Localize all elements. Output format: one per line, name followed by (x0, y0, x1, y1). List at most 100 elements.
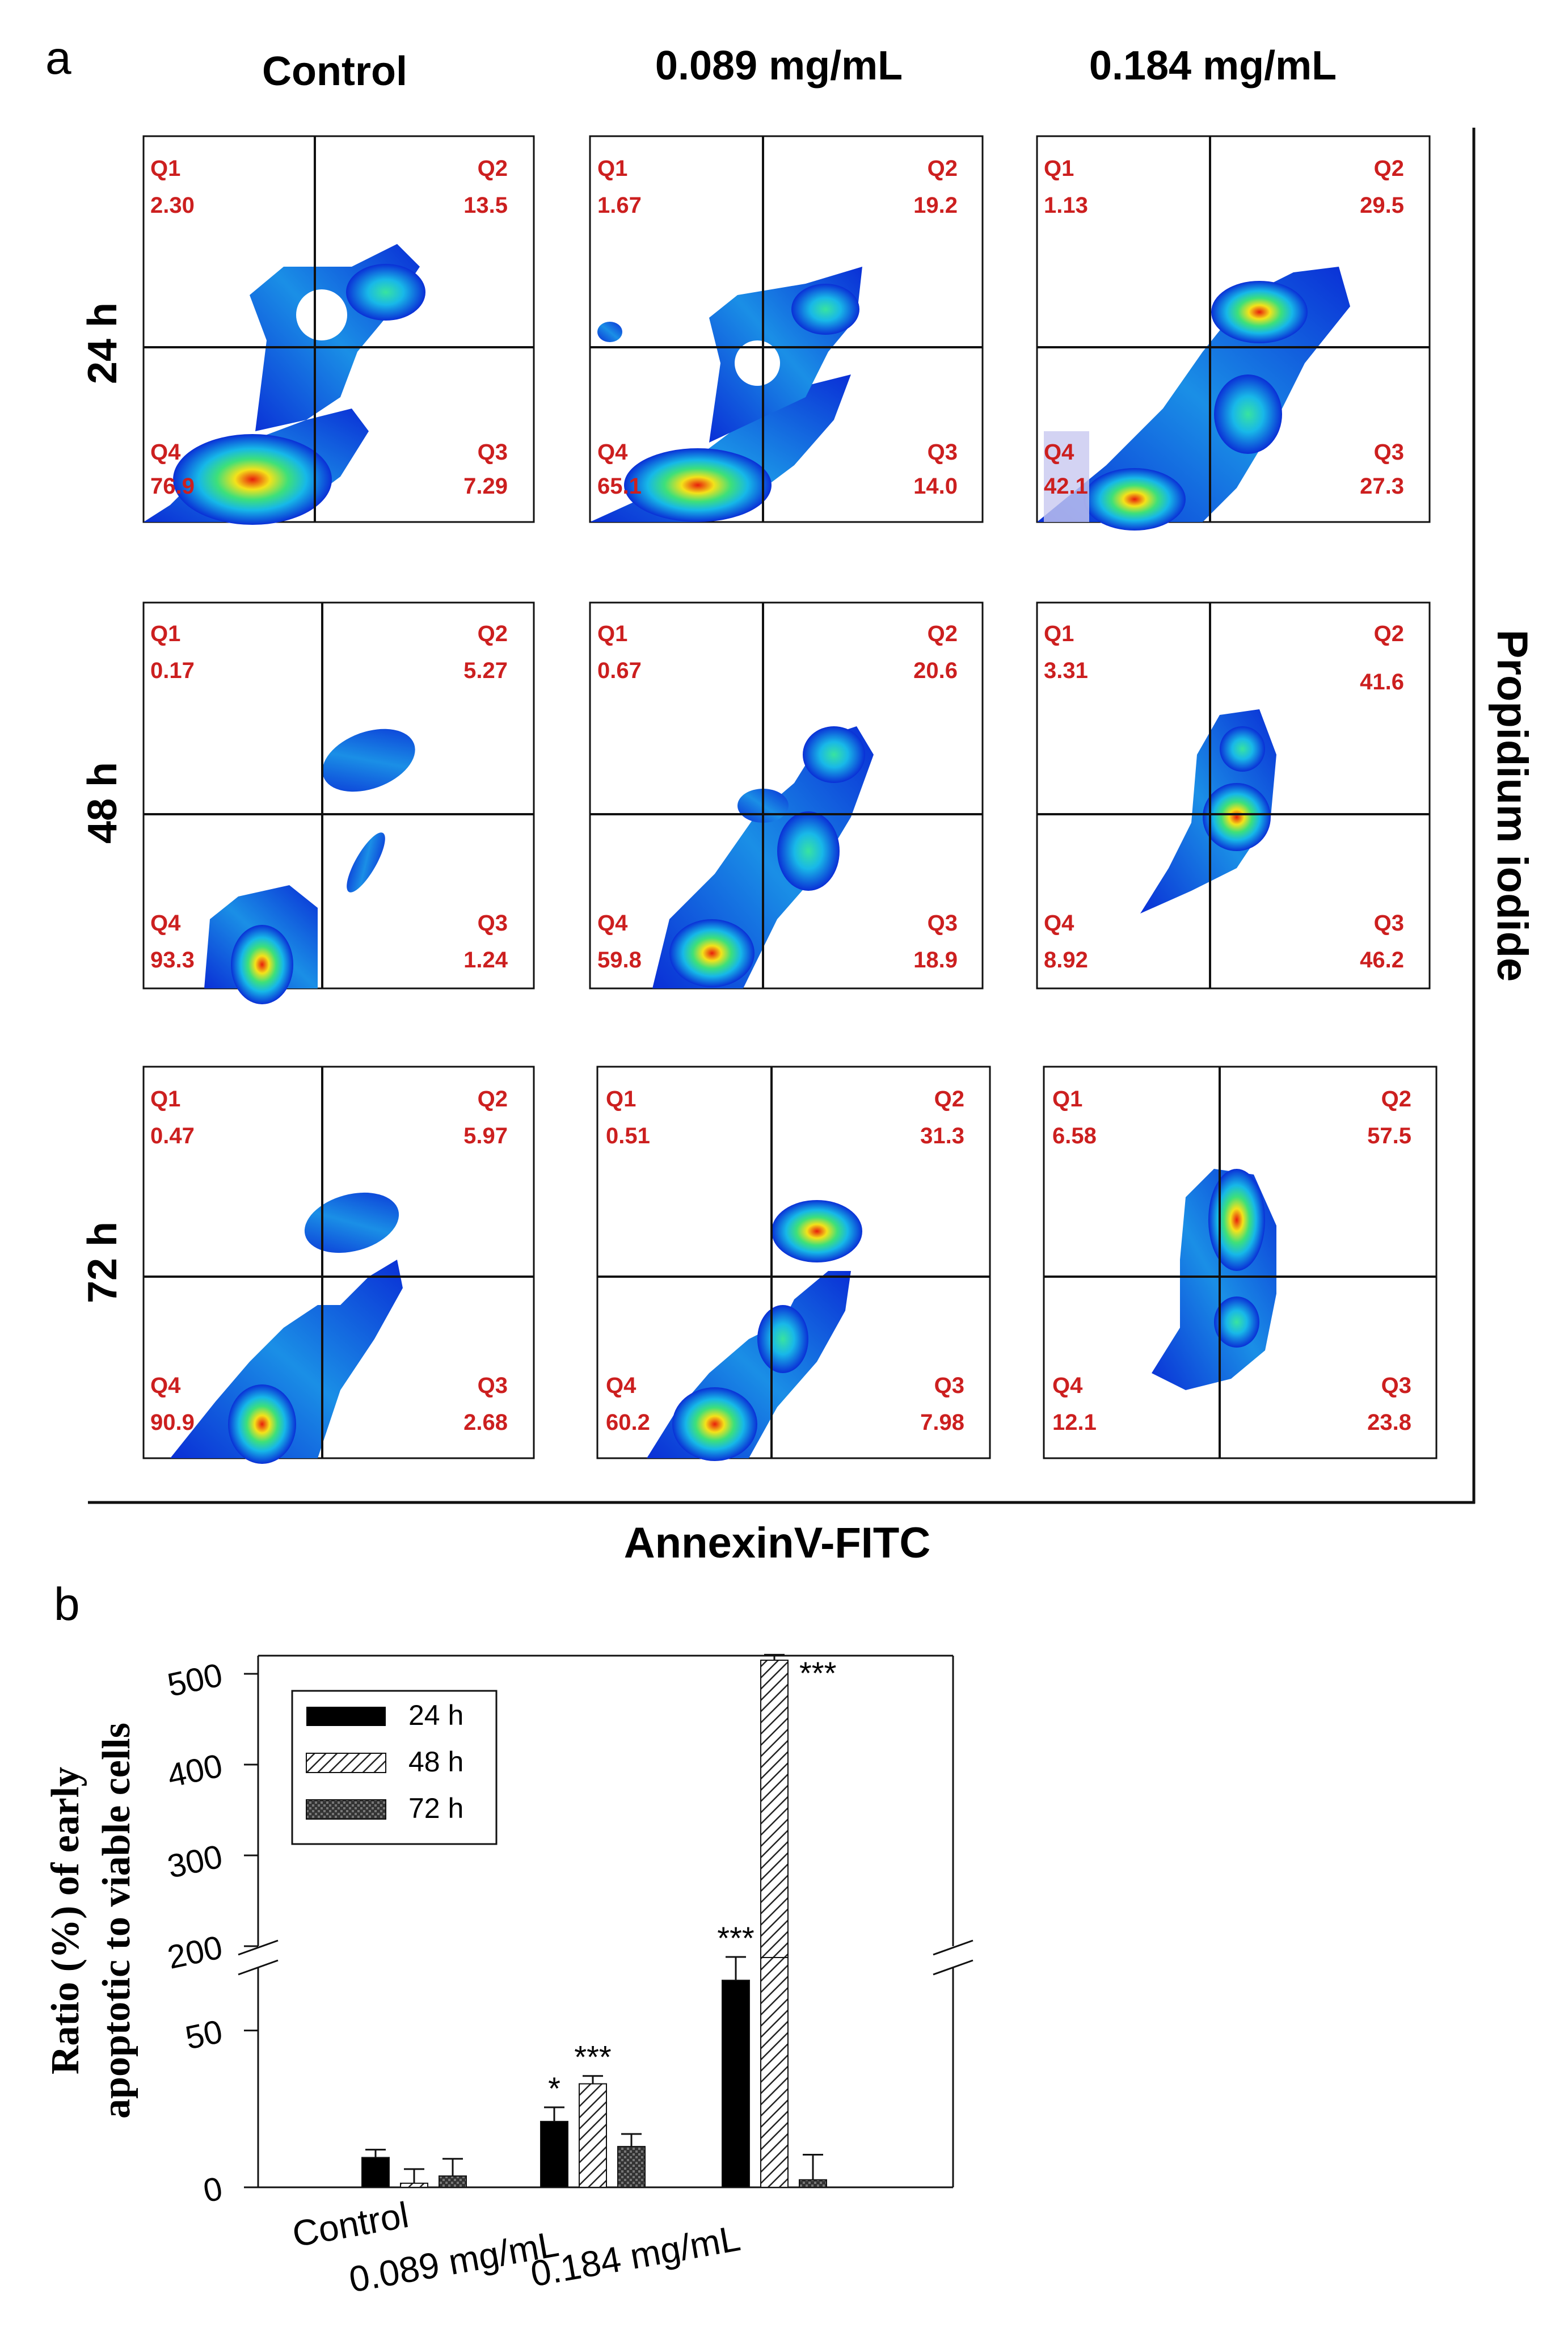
quadrant-value: 93.3 (150, 948, 195, 973)
flow-plot-24h-0089: Q1 1.67 Q2 19.2 Q4 65.1 Q3 14.0 (589, 135, 984, 523)
quadrant-label: Q2 (1381, 1087, 1411, 1112)
bar (760, 1956, 789, 2188)
flow-plot-72h-0184: Q1 6.58 Q2 57.5 Q4 12.1 Q3 23.8 (1043, 1066, 1438, 1459)
flow-plot-48h-0089: Q1 0.67 Q2 20.6 Q4 59.8 Q3 18.9 (589, 601, 984, 990)
quadrant-label: Q3 (934, 1373, 964, 1398)
axis-break-left (238, 1939, 279, 1976)
quadrant-value: 57.5 (1367, 1123, 1411, 1148)
bar (540, 2120, 568, 2188)
quadrant-label: Q3 (478, 1373, 508, 1398)
quadrant-value: 14.0 (913, 474, 958, 499)
quadrant-label: Q1 (597, 621, 627, 646)
quadrant-value: 1.13 (1044, 193, 1088, 218)
significance-marker: *** (574, 2039, 611, 2075)
legend-label: 72 h (408, 1792, 463, 1824)
quadrant-label: Q3 (478, 440, 508, 465)
quadrant-value: 8.92 (1044, 948, 1088, 973)
quadrant-label: Q2 (1374, 621, 1404, 646)
y-axis-label-line2: apoptotic to viable cells (95, 1723, 138, 2119)
quadrant-label: Q1 (150, 156, 180, 181)
density-cloud (590, 267, 862, 522)
quadrant-label: Q4 (150, 911, 181, 936)
y-tick-label: 400 (165, 1747, 226, 1795)
column-header: 0.184 mg/mL (1089, 43, 1337, 89)
density-cloud (1152, 1169, 1276, 1390)
quadrant-label: Q2 (478, 1087, 508, 1112)
legend: 24 h 48 h 72 h (291, 1690, 498, 1845)
quadrant-label: Q3 (928, 911, 958, 936)
bar (722, 1980, 750, 2188)
quadrant-value: 0.17 (150, 658, 195, 683)
y-ticks: 0 50 200 300 400 500 (165, 1656, 258, 2209)
legend-swatch-72h (306, 1799, 386, 1820)
density-cloud (204, 729, 415, 1004)
legend-swatch-48h (306, 1753, 386, 1773)
bar (400, 2182, 428, 2188)
legend-label: 24 h (408, 1699, 463, 1731)
quadrant-value: 23.8 (1367, 1410, 1411, 1435)
row-header: 48 h (80, 762, 125, 844)
quadrant-value: 59.8 (597, 948, 642, 973)
panel-b-label: b (54, 1578, 80, 1630)
quadrant-value: 0.67 (597, 658, 642, 683)
quadrant-label: Q4 (597, 911, 628, 936)
y-tick-label: 200 (165, 1929, 226, 1976)
quadrant-label: Q4 (606, 1373, 637, 1398)
quadrant-value: 5.27 (463, 658, 508, 683)
bar (579, 2083, 607, 2188)
bar (760, 1660, 789, 1958)
quadrant-label: Q2 (1374, 156, 1404, 181)
panel-a-label: a (45, 32, 71, 84)
quadrant-label: Q4 (1044, 911, 1074, 936)
quadrant-value: 65.1 (597, 474, 642, 499)
significance-marker: * (548, 2070, 560, 2106)
quadrant-value: 5.97 (463, 1123, 508, 1148)
quadrant-value: 0.47 (150, 1123, 195, 1148)
quadrant-value: 3.31 (1044, 658, 1088, 683)
quadrant-label: Q1 (150, 621, 180, 646)
row-header: 24 h (80, 302, 125, 384)
quadrant-value: 20.6 (913, 658, 958, 683)
quadrant-label: Q1 (1044, 156, 1074, 181)
quadrant-value: 90.9 (150, 1410, 195, 1435)
flow-plot-48h-0184: Q1 3.31 Q2 41.6 Q4 8.92 Q3 46.2 (1036, 601, 1431, 990)
density-cloud (1037, 267, 1350, 531)
bar (617, 2146, 646, 2188)
density-cloud (144, 244, 425, 525)
quadrant-value: 0.51 (606, 1123, 650, 1148)
density-cloud (1140, 709, 1276, 914)
column-header: Control (262, 49, 407, 94)
bars: ********** (361, 1653, 836, 2188)
y-tick-label: 0 (200, 2170, 226, 2209)
quadrant-value: 18.9 (913, 948, 958, 973)
quadrant-label: Q1 (1052, 1087, 1082, 1112)
quadrant-label: Q3 (1374, 440, 1404, 465)
quadrant-value: 2.30 (150, 193, 195, 218)
quadrant-label: Q4 (150, 1373, 181, 1398)
quadrant-label: Q2 (934, 1087, 964, 1112)
axis-break-right (933, 1939, 973, 1976)
quadrant-label: Q1 (606, 1087, 636, 1112)
column-header: 0.089 mg/mL (655, 43, 903, 89)
quadrant-label: Q2 (928, 156, 958, 181)
quadrant-value: 46.2 (1360, 948, 1404, 973)
category-label: Control (289, 2194, 412, 2255)
legend-swatch-24h (306, 1707, 386, 1726)
density-cloud (647, 1200, 862, 1461)
flow-plot-72h-0089: Q1 0.51 Q2 31.3 Q4 60.2 Q3 7.98 (596, 1066, 991, 1461)
y-tick-label: 50 (182, 2013, 226, 2057)
quadrant-value: 76.9 (150, 474, 195, 499)
x-axis-title: AnnexinV-FITC (624, 1519, 930, 1567)
quadrant-label: Q1 (150, 1087, 180, 1112)
bar (439, 2175, 467, 2188)
y-tick-label: 500 (165, 1656, 226, 1704)
quadrant-label: Q4 (597, 440, 628, 465)
quadrant-value: 42.1 (1044, 474, 1088, 499)
quadrant-value: 29.5 (1360, 193, 1404, 218)
quadrant-value: 6.58 (1052, 1123, 1097, 1148)
category-label: 0.184 mg/mL (528, 2217, 743, 2295)
quadrant-value: 2.68 (463, 1410, 508, 1435)
quadrant-label: Q3 (478, 911, 508, 936)
